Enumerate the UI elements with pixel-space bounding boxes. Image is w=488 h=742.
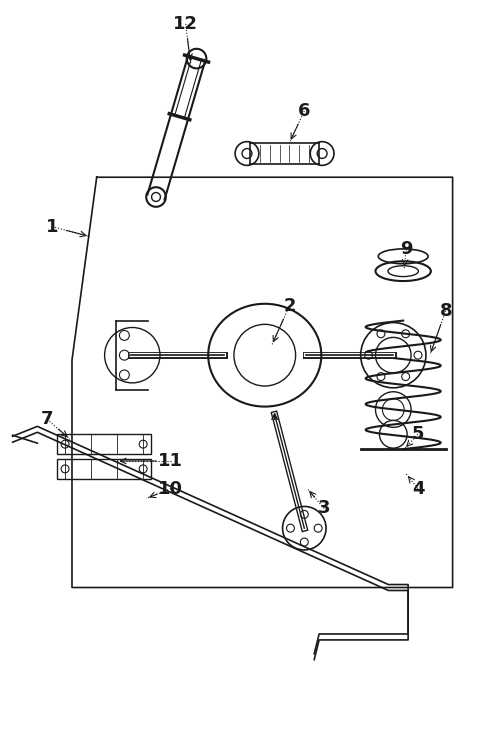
Text: 4: 4 <box>411 479 424 498</box>
Text: 1: 1 <box>46 217 59 236</box>
Text: 3: 3 <box>317 499 330 517</box>
Text: 12: 12 <box>173 15 198 33</box>
Bar <box>57 434 151 454</box>
Text: 2: 2 <box>283 297 295 315</box>
Bar <box>57 459 151 479</box>
Text: 6: 6 <box>298 102 310 120</box>
Text: 8: 8 <box>439 302 451 320</box>
Text: 11: 11 <box>158 452 183 470</box>
Text: 9: 9 <box>399 240 411 258</box>
Text: 7: 7 <box>41 410 53 428</box>
Text: 5: 5 <box>411 425 424 443</box>
Text: 10: 10 <box>158 479 183 498</box>
